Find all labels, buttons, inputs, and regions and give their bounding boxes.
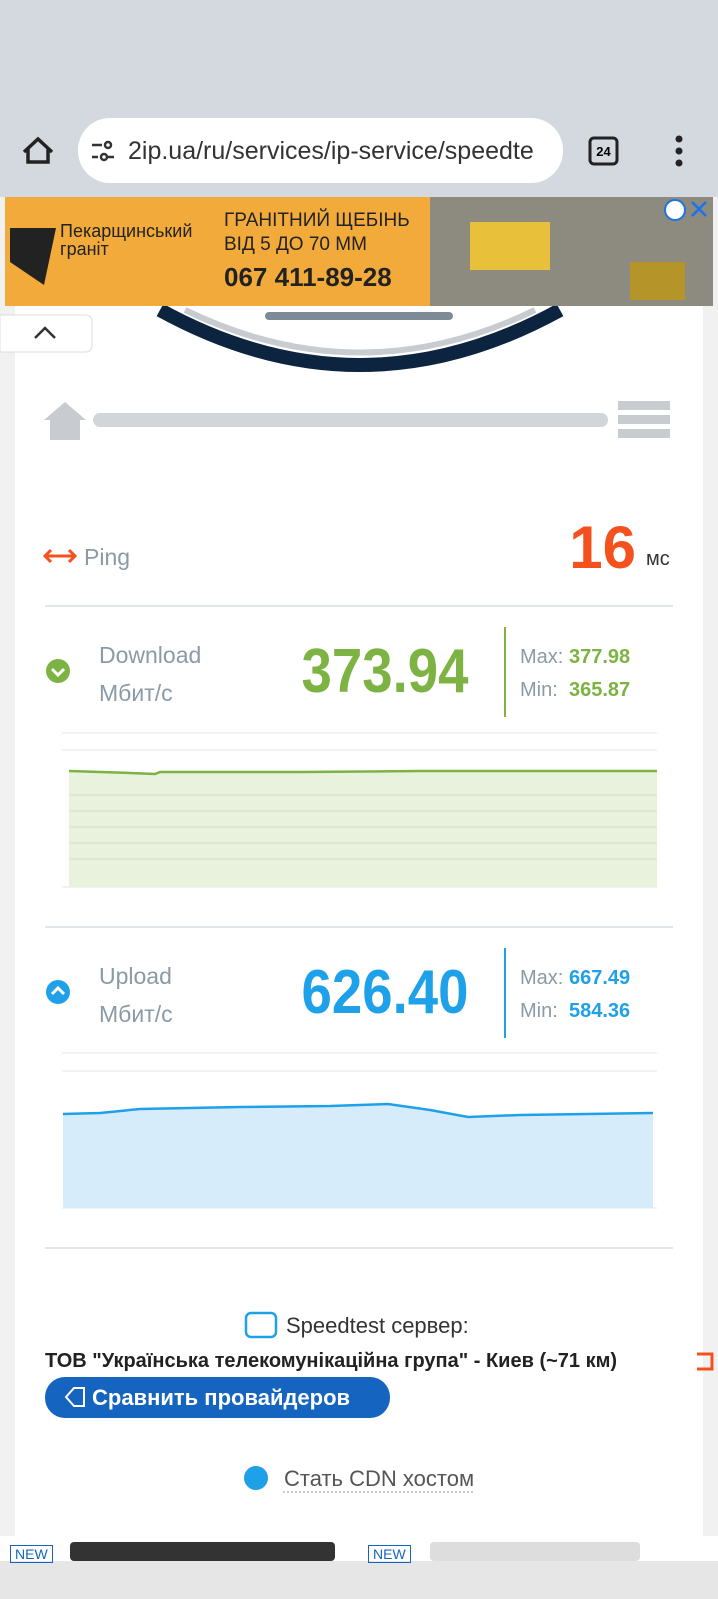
upload-min: 584.36 (569, 1000, 631, 1022)
download-min-label: Min: (520, 679, 558, 701)
tab-count: 24 (596, 144, 611, 159)
bottom-ad-product (430, 1542, 640, 1561)
ping-label: Ping (84, 544, 131, 570)
progress-bar (93, 413, 608, 427)
upload-value: 626.40 (301, 958, 469, 1027)
ping-unit: мс (646, 548, 670, 570)
download-value: 373.94 (301, 637, 469, 706)
server-name: ТОВ "Українська телекомунікаційна група"… (45, 1350, 618, 1372)
menu-button[interactable] (675, 135, 683, 167)
download-min: 365.87 (569, 679, 631, 701)
home-icon (44, 402, 86, 440)
ad-truck (630, 262, 685, 300)
download-label: Download (99, 642, 202, 668)
site-info-icon[interactable] (92, 140, 114, 162)
collapse-chevron (34, 326, 56, 339)
download-area-grid (69, 794, 657, 860)
compare-button-bg[interactable] (45, 1377, 390, 1418)
new-badge: NEW (10, 1545, 53, 1563)
nav-bar (0, 1561, 718, 1599)
tag-icon (64, 1387, 85, 1407)
ping-icon (42, 548, 78, 564)
ad-brand: Пекарщинський граніт (60, 221, 193, 259)
download-arrow (50, 667, 66, 678)
compare-button[interactable]: Сравнить провайдеров (92, 1385, 351, 1410)
url[interactable]: 2ip.ua/ru/services/ip-service/speedte (128, 137, 534, 165)
upload-unit: Мбит/с (99, 1001, 173, 1027)
new-badge: NEW (368, 1545, 411, 1563)
download-unit: Мбит/с (99, 680, 173, 706)
upload-arrow (50, 985, 66, 996)
bottom-ad-product (70, 1542, 335, 1561)
globe-icon (244, 1466, 268, 1490)
download-line (68, 769, 657, 776)
ad-headline: ВІД 5 ДО 70 ММ (224, 234, 367, 255)
server-label-icon (244, 1311, 278, 1339)
server-icon (618, 401, 670, 438)
download-icon (46, 659, 70, 683)
download-area (69, 771, 657, 887)
upload-label: Upload (99, 963, 172, 989)
ad-phone: 067 411-89-28 (224, 262, 392, 292)
upload-area (63, 1104, 653, 1208)
upload-min-label: Min: (520, 1000, 558, 1022)
download-max-label: Max: (520, 646, 564, 668)
content-card (15, 306, 703, 1536)
gauge-inner (183, 307, 537, 356)
ad-close[interactable] (691, 201, 707, 217)
upload-icon (46, 980, 70, 1004)
cdn-link[interactable]: Стать CDN хостом (284, 1466, 475, 1491)
swap-icon[interactable] (697, 1352, 714, 1371)
ping-value: 16 (569, 514, 636, 581)
gauge-needle (265, 312, 453, 320)
ad-info[interactable] (664, 199, 686, 221)
home-button[interactable] (22, 136, 54, 164)
tabs-button[interactable] (588, 136, 619, 166)
collapse-tab[interactable] (0, 314, 93, 353)
download-max: 377.98 (569, 646, 631, 668)
upload-max: 667.49 (569, 967, 631, 989)
upload-max-label: Max: (520, 967, 564, 989)
gauge-arc (156, 303, 564, 372)
server-label: Speedtest сервер: (286, 1313, 469, 1338)
upload-line (62, 1102, 654, 1119)
address-bar[interactable] (78, 118, 563, 183)
ad-logo (10, 228, 56, 285)
ad-truck (470, 222, 550, 270)
ad-headline: ГРАНІТНИЙ ЩЕБІНЬ (224, 210, 410, 231)
